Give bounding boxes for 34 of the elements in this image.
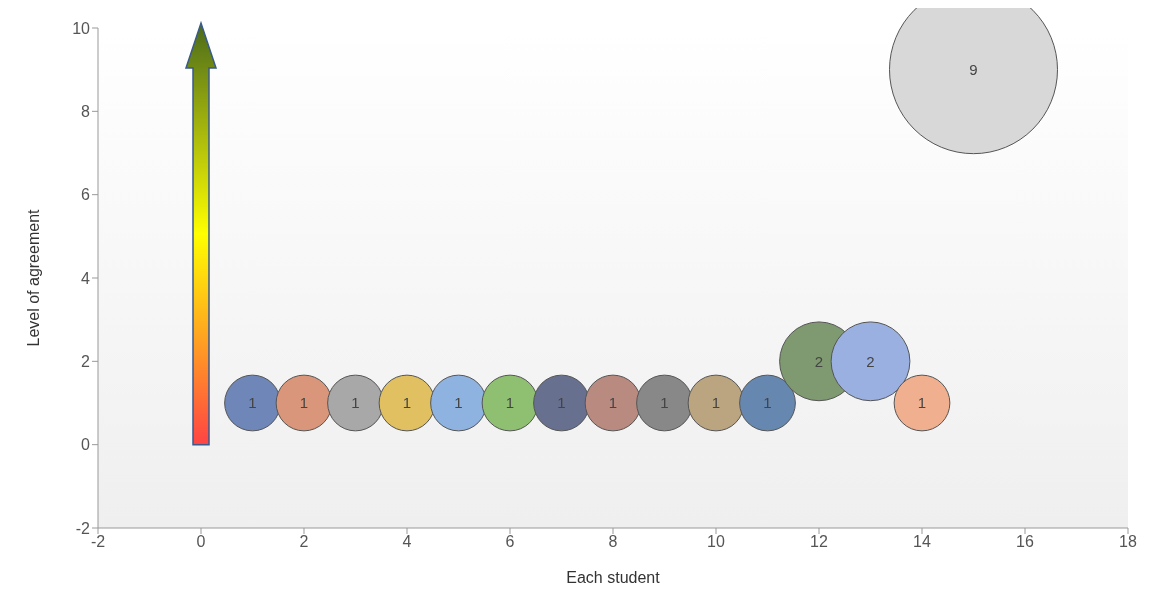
x-tick-label: 8: [608, 533, 618, 551]
data-label: 1: [711, 394, 721, 412]
x-tick-label: 6: [505, 533, 515, 551]
data-label: 1: [917, 394, 927, 412]
data-label: 1: [454, 394, 463, 412]
y-axis-title: Level of agreement: [24, 208, 42, 347]
data-label: 1: [608, 394, 618, 412]
x-tick-label: 0: [196, 533, 206, 551]
data-label: 2: [814, 352, 824, 370]
y-tick-label: 10: [72, 19, 91, 37]
data-label: 2: [866, 352, 875, 370]
data-label: 1: [351, 394, 360, 412]
y-tick-label: 8: [81, 103, 91, 121]
data-label: 9: [969, 60, 978, 78]
x-tick-label: 10: [707, 533, 725, 551]
y-tick-label: 0: [81, 436, 91, 454]
y-tick-label: 2: [81, 353, 91, 371]
y-tick-label: -2: [75, 519, 91, 537]
y-tick-label: 4: [81, 269, 91, 287]
data-label: 1: [299, 394, 309, 412]
data-label: 1: [248, 394, 257, 412]
y-tick-label: 6: [81, 186, 91, 204]
data-label: 1: [557, 394, 566, 412]
x-tick-label: 18: [1119, 533, 1137, 551]
data-label: 1: [505, 394, 515, 412]
data-label: 1: [763, 394, 772, 412]
data-label: 1: [660, 394, 669, 412]
x-tick-label: 12: [810, 533, 828, 551]
x-tick-label: 2: [299, 533, 309, 551]
x-axis-title: Each student: [566, 569, 661, 586]
data-label: 1: [402, 394, 412, 412]
x-tick-label: 4: [402, 533, 412, 551]
x-tick-label: 14: [913, 533, 931, 551]
x-tick-label: 16: [1016, 533, 1034, 551]
